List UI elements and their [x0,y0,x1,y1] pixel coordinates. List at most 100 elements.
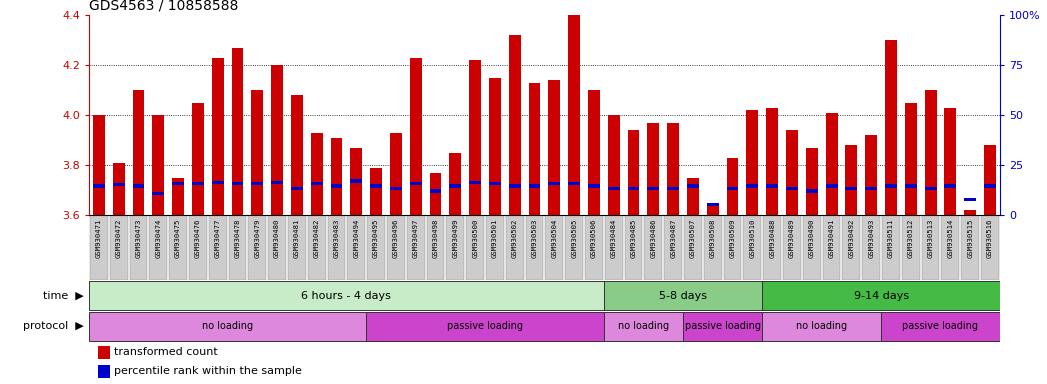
Bar [667,123,680,215]
Text: GSM930474: GSM930474 [155,218,161,258]
Text: GSM930491: GSM930491 [828,218,834,258]
FancyBboxPatch shape [506,215,524,280]
Text: GSM930498: GSM930498 [432,218,439,258]
FancyBboxPatch shape [783,215,801,280]
Bar [153,115,164,215]
Text: GSM930481: GSM930481 [294,218,299,258]
Text: GSM930477: GSM930477 [215,218,221,258]
Bar [608,187,620,190]
Bar [885,184,897,188]
Bar [251,90,263,215]
Bar [647,123,660,215]
Bar [984,145,996,215]
Bar [351,179,362,183]
Text: passive loading: passive loading [903,321,979,331]
Bar [192,182,204,185]
Text: GSM930478: GSM930478 [235,218,241,258]
FancyBboxPatch shape [426,215,444,280]
Bar [429,173,442,215]
Text: GSM930512: GSM930512 [908,218,914,258]
Text: no loading: no loading [796,321,847,331]
FancyBboxPatch shape [901,215,919,280]
FancyBboxPatch shape [367,215,385,280]
FancyBboxPatch shape [110,215,128,280]
FancyBboxPatch shape [89,312,366,341]
Text: 5-8 days: 5-8 days [659,291,707,301]
FancyBboxPatch shape [545,215,563,280]
Bar [569,182,580,185]
FancyBboxPatch shape [604,281,762,310]
Text: GSM930504: GSM930504 [552,218,557,258]
Bar [271,65,283,215]
FancyBboxPatch shape [683,312,762,341]
FancyBboxPatch shape [762,281,1000,310]
Text: GSM930485: GSM930485 [630,218,637,258]
Bar [489,182,500,185]
Bar [371,167,382,215]
Bar [865,187,877,190]
Text: GSM930503: GSM930503 [532,218,537,258]
Bar [133,90,144,215]
Text: GSM930472: GSM930472 [116,218,121,258]
Bar [231,182,244,185]
Text: GSM930484: GSM930484 [610,218,617,258]
Bar [905,184,917,188]
Bar [905,103,917,215]
Text: GSM930489: GSM930489 [789,218,795,258]
Text: GSM930506: GSM930506 [591,218,597,258]
Text: GSM930482: GSM930482 [314,218,319,258]
Bar [113,183,125,186]
FancyBboxPatch shape [228,215,246,280]
FancyBboxPatch shape [941,215,959,280]
Bar [98,365,110,378]
Text: GSM930476: GSM930476 [195,218,201,258]
Text: GSM930502: GSM930502 [512,218,517,258]
FancyBboxPatch shape [803,215,821,280]
Bar [271,180,283,184]
Text: GSM930510: GSM930510 [750,218,755,258]
FancyBboxPatch shape [387,215,405,280]
Bar [647,187,660,190]
Text: GSM930483: GSM930483 [334,218,339,258]
FancyBboxPatch shape [190,215,207,280]
Bar [291,187,303,190]
Bar [529,83,540,215]
Bar [409,58,422,215]
Bar [806,189,818,193]
FancyBboxPatch shape [723,215,741,280]
Bar [727,187,738,190]
Text: GSM930505: GSM930505 [572,218,577,258]
Text: GSM930479: GSM930479 [254,218,261,258]
Text: GSM930513: GSM930513 [928,218,934,258]
Bar [826,184,838,188]
FancyBboxPatch shape [89,281,604,310]
Bar [98,346,110,359]
Bar [984,184,996,188]
Text: 9-14 days: 9-14 days [853,291,909,301]
FancyBboxPatch shape [328,215,346,280]
Bar [291,95,303,215]
Bar [707,203,718,206]
FancyBboxPatch shape [605,215,623,280]
Text: passive loading: passive loading [685,321,761,331]
FancyBboxPatch shape [645,215,663,280]
Bar [389,132,402,215]
Text: 6 hours - 4 days: 6 hours - 4 days [302,291,392,301]
Text: GDS4563 / 10858588: GDS4563 / 10858588 [89,0,239,13]
Bar [747,110,758,215]
Text: GSM930475: GSM930475 [175,218,181,258]
FancyBboxPatch shape [704,215,721,280]
FancyBboxPatch shape [348,215,365,280]
Text: GSM930500: GSM930500 [472,218,478,258]
Text: GSM930511: GSM930511 [888,218,894,258]
FancyBboxPatch shape [486,215,504,280]
Text: GSM930501: GSM930501 [492,218,498,258]
Bar [707,205,718,215]
Bar [667,187,680,190]
Text: no loading: no loading [618,321,669,331]
Text: percentile rank within the sample: percentile rank within the sample [114,366,303,376]
Bar [747,184,758,188]
Text: protocol  ▶: protocol ▶ [23,321,84,331]
Bar [944,184,956,188]
Text: GSM930492: GSM930492 [848,218,854,258]
